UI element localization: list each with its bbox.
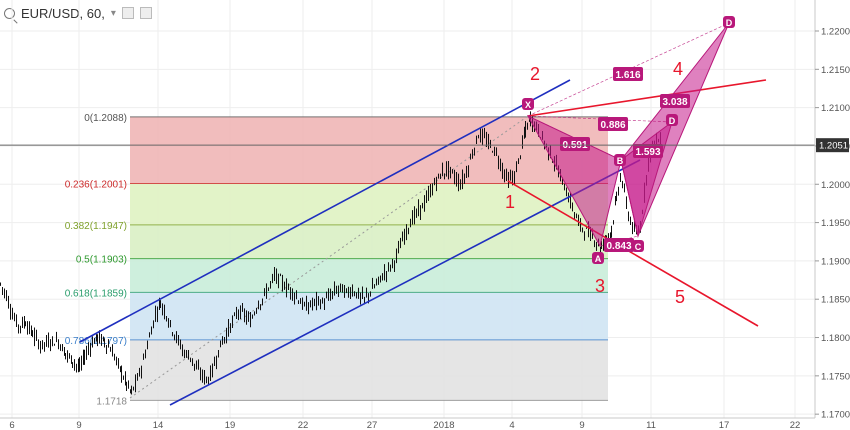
fib-level-label: 0.236(1.2001) <box>65 179 127 190</box>
fib-level-label: 0(1.2088) <box>84 113 127 124</box>
last-price-marker <box>816 138 849 153</box>
time-axis-label: 4 <box>509 420 514 430</box>
fib-band <box>130 339 608 401</box>
price-axis-label: 1.1750 <box>821 371 850 382</box>
time-axis-label: 6 <box>9 420 14 430</box>
fib-band <box>130 116 608 184</box>
trendline-upper <box>527 79 767 117</box>
time-axis-label: 22 <box>298 420 309 430</box>
price-axis-label: 1.2100 <box>821 103 850 114</box>
pattern-point-label: A <box>595 254 602 264</box>
wave-label: 5 <box>675 287 685 307</box>
pattern-point-label: D <box>726 18 733 28</box>
fib-level-label: 1.1718 <box>96 396 127 407</box>
time-axis-label: 17 <box>719 420 730 430</box>
settings-toggle-icon[interactable] <box>121 7 134 19</box>
wave-labels: 1 2 3 4 5 <box>505 59 685 307</box>
price-axis-label: 1.2200 <box>821 27 850 38</box>
last-price-label: 1.2051 <box>819 141 848 152</box>
compare-toggle-icon[interactable] <box>139 7 152 19</box>
chart-header: EUR/USD, 60, ▾ <box>4 4 156 22</box>
time-axis: 6 9 14 19 22 27 2018 4 9 11 17 22 <box>0 417 815 430</box>
pattern-ratio-label: 1.593 <box>635 147 660 158</box>
pattern-ratio-tag <box>660 94 690 108</box>
price-axis: 1.22001.21501.21001.20501.20001.19501.19… <box>814 0 850 430</box>
pattern-point-label: D <box>669 116 676 126</box>
pattern-point-marker <box>592 252 604 264</box>
candlestick-series <box>0 111 661 395</box>
time-axis-label: 19 <box>225 420 236 430</box>
channel-lower-line <box>169 159 641 406</box>
fib-band <box>130 183 608 225</box>
time-axis-label: 2018 <box>433 420 454 430</box>
pattern-point-label: C <box>635 242 642 252</box>
pattern-ratio-label: 0.886 <box>600 120 625 131</box>
price-axis-label: 1.1700 <box>821 410 850 421</box>
pattern-point-marker <box>522 98 534 110</box>
wave-label: 1 <box>505 192 515 212</box>
pattern-point-marker <box>632 240 644 252</box>
fib-level-label: 0.5(1.1903) <box>76 255 127 266</box>
pattern-ratio-label: 1.616 <box>615 70 640 81</box>
price-axis-label: 1.1950 <box>821 218 850 229</box>
pattern-ratio-tag <box>604 238 634 252</box>
pattern-point-marker <box>666 114 678 126</box>
search-symbol-icon[interactable] <box>4 7 15 19</box>
fib-level-label: 0.618(1.1859) <box>65 288 127 299</box>
pattern-point-marker <box>614 154 626 166</box>
price-axis-label: 1.1850 <box>821 295 850 306</box>
price-axis-label: 1.1800 <box>821 333 850 344</box>
time-axis-label: 11 <box>646 420 656 430</box>
fib-band <box>130 224 608 259</box>
chevron-down-icon[interactable]: ▾ <box>110 7 116 19</box>
price-axis-background <box>815 0 850 430</box>
time-axis-label: 14 <box>153 420 164 430</box>
time-axis-label: 27 <box>367 420 378 430</box>
fib-level-label: 0.786(1.1797) <box>65 336 127 347</box>
fib-band <box>130 258 608 293</box>
pattern-point-marker <box>723 16 735 28</box>
price-axis-label: 1.1900 <box>821 256 850 267</box>
time-axis-label: 9 <box>76 420 81 430</box>
pattern-point-label: X <box>525 100 531 110</box>
time-axis-label: 22 <box>790 420 801 430</box>
parallel-channel <box>79 79 641 406</box>
time-axis-label: 9 <box>579 420 584 430</box>
price-axis-label: 1.2000 <box>821 180 850 191</box>
trendline-lower <box>507 180 759 327</box>
pattern-ratio-tag <box>613 67 643 81</box>
pattern-point-label: B <box>617 156 624 166</box>
fibonacci-retracement: 0(1.2088) 0.236(1.2001) 0.382(1.1947) 0.5(1… <box>65 113 608 407</box>
pattern-ratio-label: 0.843 <box>606 241 631 252</box>
pattern-ratio-tag <box>633 144 663 158</box>
red-trendlines <box>507 79 767 327</box>
time-axis-background <box>0 418 815 430</box>
wave-label: 2 <box>530 64 540 84</box>
channel-upper-line <box>79 79 571 343</box>
wave-label: 3 <box>595 276 605 296</box>
pattern-ratio-label: 3.038 <box>662 97 687 108</box>
price-axis-label: 1.2150 <box>821 65 850 76</box>
fib-level-label: 0.382(1.1947) <box>65 221 127 232</box>
symbol-label[interactable]: EUR/USD, 60, <box>21 5 105 21</box>
wave-label: 4 <box>673 59 683 79</box>
pattern-ratio-tag <box>598 117 628 131</box>
fib-trend-line <box>129 115 529 399</box>
pattern-ratio-tag <box>560 137 590 151</box>
